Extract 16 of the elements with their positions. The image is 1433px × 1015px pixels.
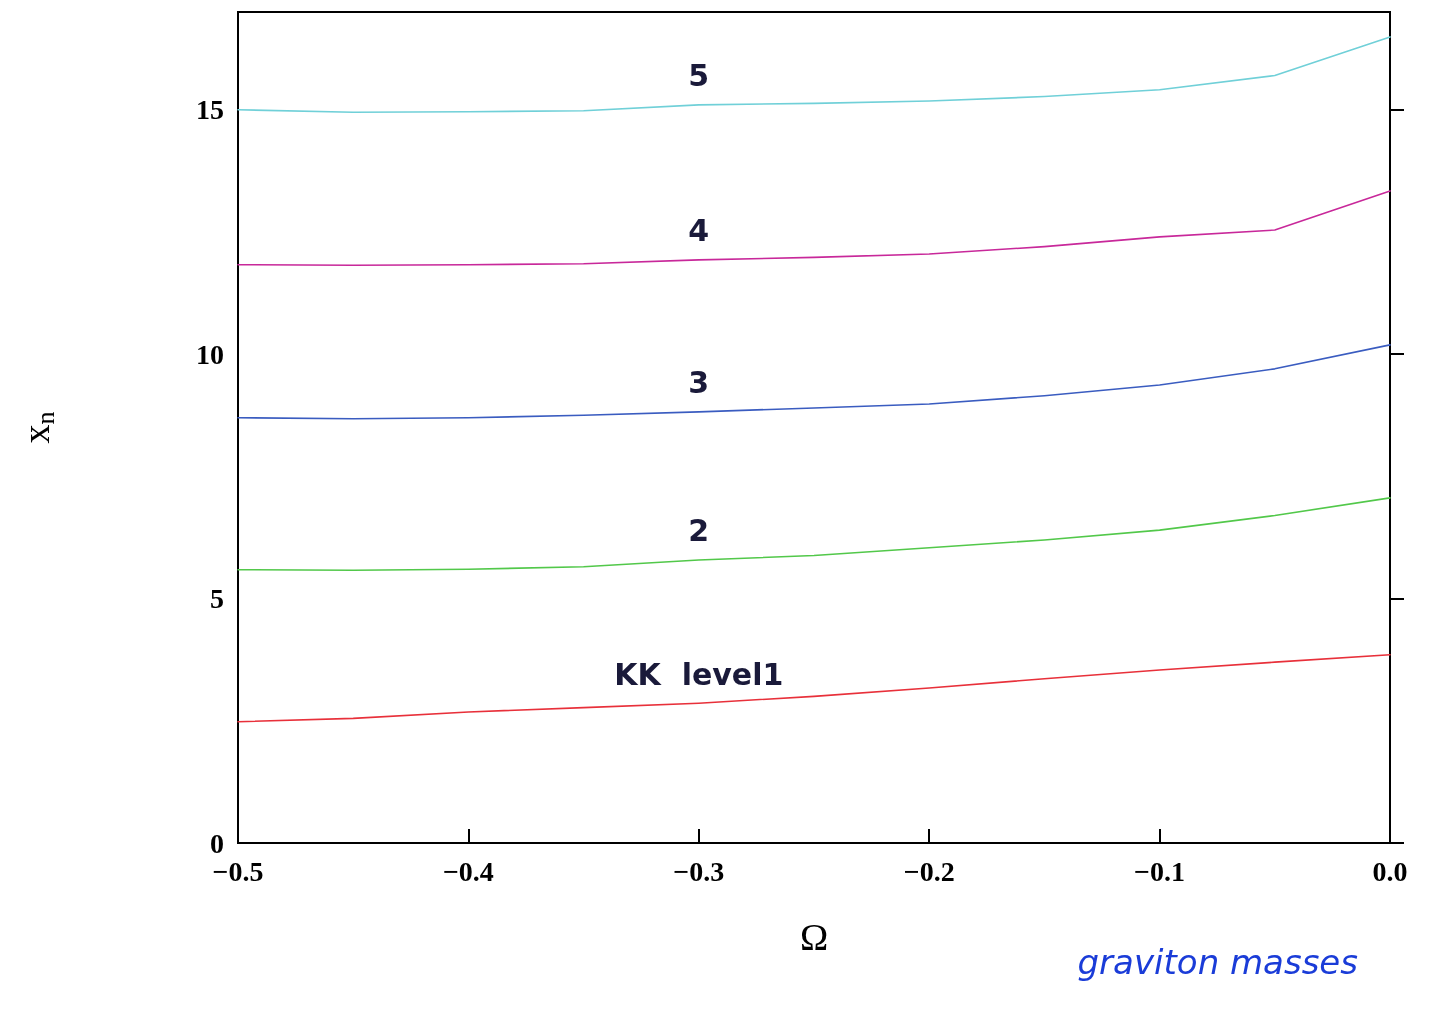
y-axis-title: xn [15, 411, 60, 444]
x-tick-label: −0.1 [1134, 855, 1186, 887]
series-label: 4 [688, 213, 710, 249]
text: graviton masses [1077, 942, 1358, 982]
series-label: KK level1 [614, 656, 784, 692]
y-tick-label: 15 [196, 94, 224, 126]
x-axis-title: Ω [799, 916, 829, 958]
series-label: 5 [688, 58, 710, 94]
x-tick-label: 0.0 [1372, 855, 1408, 887]
series-label: 3 [688, 365, 710, 401]
y-tick-label: 5 [210, 583, 224, 615]
x-tick-label: −0.4 [442, 855, 494, 887]
x-tick-label: −0.3 [673, 855, 725, 887]
y-tick-label: 10 [196, 338, 224, 370]
x-tick-label: −0.2 [903, 855, 955, 887]
series-label: 2 [688, 513, 710, 549]
